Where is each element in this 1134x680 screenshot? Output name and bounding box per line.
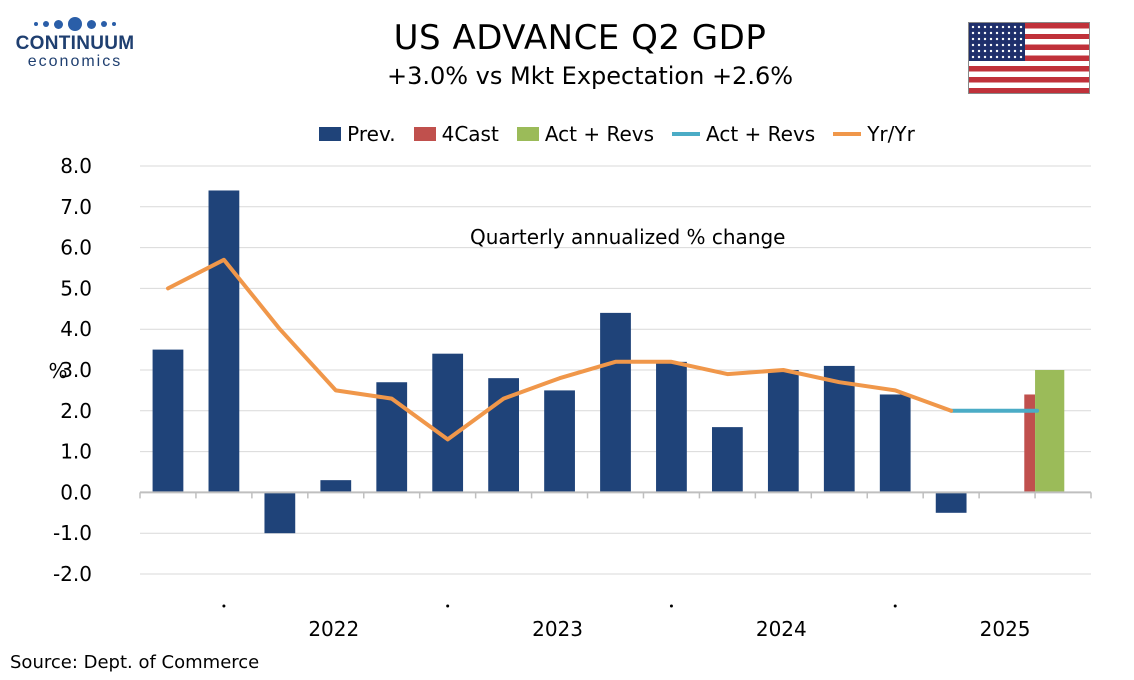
legend-swatch-4cast	[413, 127, 436, 141]
legend-item-act-bar: Act + Revs	[516, 122, 655, 146]
logo-name: CONTINUUM	[15, 33, 135, 54]
legend-item-prev: Prev.	[319, 122, 396, 146]
x-year-separator	[893, 604, 897, 608]
x-year-separator	[222, 604, 226, 608]
bar-prev	[823, 365, 855, 493]
y-tick-label: 1.0	[60, 440, 92, 464]
continuum-logo: CONTINUUM economics	[10, 14, 140, 70]
bar-prev	[320, 480, 352, 493]
chart-subtitle: +3.0% vs Mkt Expectation +2.6%	[386, 62, 794, 90]
line-yoy	[166, 257, 954, 442]
bar-prev	[600, 312, 631, 493]
x-year-label: 2025	[980, 617, 1031, 641]
legend-swatch-yoy	[833, 132, 862, 136]
bar-prev	[152, 349, 184, 493]
bar-prev	[935, 492, 967, 513]
chart-annotation: Quarterly annualized % change	[470, 225, 786, 249]
chart-legend: Prev. 4Cast Act + Revs Act + Revs Yr/Yr	[0, 122, 1134, 146]
logo-sub: economics	[27, 53, 123, 70]
y-tick-label: 4.0	[60, 317, 92, 341]
y-tick-label: 6.0	[60, 236, 92, 260]
y-tick-label: 5.0	[60, 276, 92, 300]
legend-swatch-act-line	[672, 132, 701, 136]
legend-label-prev: Prev.	[347, 122, 396, 146]
y-tick-label: 8.0	[60, 154, 92, 178]
bar-prev	[767, 370, 799, 493]
bar-prev	[711, 427, 743, 493]
legend-swatch-prev	[319, 127, 342, 141]
y-tick-label: -2.0	[53, 562, 92, 586]
y-axis-label: %	[48, 359, 67, 383]
source-note: Source: Dept. of Commerce	[10, 652, 260, 673]
legend-label-yoy: Yr/Yr	[867, 122, 915, 146]
legend-label-4cast: 4Cast	[441, 122, 499, 146]
x-year-label: 2022	[308, 617, 359, 641]
legend-item-act-line: Act + Revs	[672, 122, 815, 146]
bar-prev	[432, 353, 464, 493]
bar-4cast	[1024, 394, 1036, 493]
bar-prev	[208, 190, 240, 493]
logo-dots-icon	[10, 14, 140, 34]
x-year-label: 2024	[756, 617, 807, 641]
x-year-label: 2023	[532, 617, 583, 641]
bar-prev	[656, 361, 687, 493]
legend-label-act-bar: Act + Revs	[544, 122, 655, 146]
bar-prev	[544, 390, 575, 493]
bar-actual	[1035, 370, 1065, 493]
y-tick-label: 7.0	[60, 195, 92, 219]
us-flag-icon	[968, 22, 1090, 94]
y-tick-label: -1.0	[53, 521, 92, 545]
bar-prev	[879, 394, 911, 493]
legend-item-4cast: 4Cast	[413, 122, 499, 146]
x-year-separator	[669, 604, 673, 608]
legend-label-act-line: Act + Revs	[706, 122, 816, 146]
y-tick-label: 3.0	[60, 358, 92, 382]
chart-title: US ADVANCE Q2 GDP	[393, 18, 767, 58]
legend-item-yoy: Yr/Yr	[833, 122, 915, 146]
y-tick-label: 0.0	[60, 480, 92, 504]
x-year-separator	[446, 604, 450, 608]
bar-prev	[264, 492, 296, 534]
y-tick-label: 2.0	[60, 399, 92, 423]
legend-swatch-act-bar	[516, 127, 539, 141]
